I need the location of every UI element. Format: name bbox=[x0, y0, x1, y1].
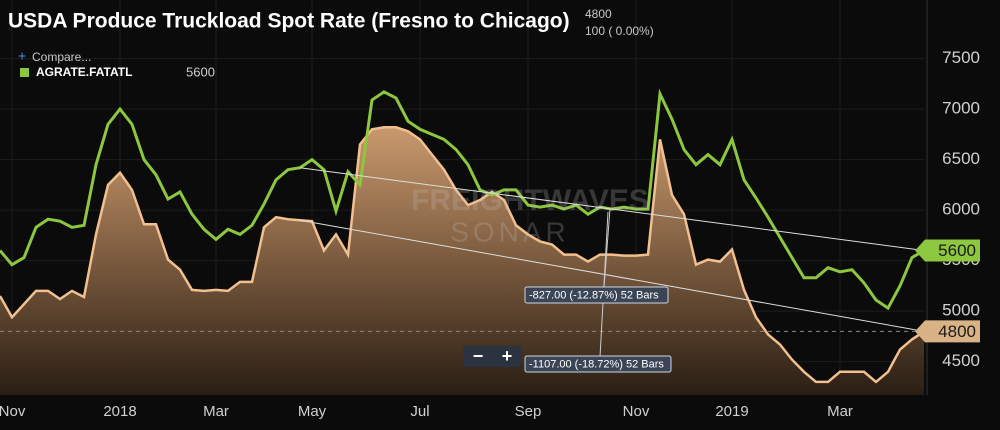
compare-icon[interactable]: + bbox=[18, 48, 26, 64]
annotation-text: -827.00 (-12.87%) 52 Bars bbox=[529, 289, 659, 301]
price-tag-label: 5600 bbox=[938, 241, 976, 260]
x-tick-label: 2019 bbox=[715, 403, 748, 420]
series-line bbox=[0, 88, 925, 311]
watermark-text: FREIGHTWAVES bbox=[411, 184, 649, 217]
price-tag-label: 4800 bbox=[938, 322, 976, 341]
price-tag bbox=[915, 239, 980, 262]
watermark: FREIGHTWAVES SONAR bbox=[411, 184, 649, 247]
legend-value: 5600 bbox=[186, 64, 215, 79]
area-line bbox=[0, 126, 925, 384]
annotation-box bbox=[524, 355, 672, 373]
y-tick-label: 6000 bbox=[942, 200, 980, 219]
x-tick-label: Nov bbox=[0, 403, 26, 420]
chart-title: USDA Produce Truckload Spot Rate (Fresno… bbox=[8, 10, 570, 33]
x-tick-label: 2018 bbox=[103, 403, 136, 420]
x-tick-label: Nov bbox=[623, 403, 650, 420]
y-tick-label: 7000 bbox=[942, 99, 980, 118]
zoom-in[interactable]: + bbox=[502, 346, 513, 366]
zoom-buttons: − + bbox=[463, 346, 521, 367]
annotation-connector bbox=[599, 211, 609, 358]
legend-swatch bbox=[20, 68, 29, 77]
y-tick-label: 5000 bbox=[942, 301, 980, 320]
x-tick-label: Sep bbox=[515, 403, 542, 420]
y-tick-label: 7500 bbox=[942, 48, 980, 67]
header-change: 100 ( 0.00%) bbox=[585, 24, 654, 38]
price-tag bbox=[915, 320, 980, 343]
zoom-bg bbox=[463, 346, 521, 367]
header-value: 4800 bbox=[585, 7, 612, 21]
plot bbox=[0, 88, 925, 396]
compare-link[interactable]: Compare... bbox=[32, 50, 91, 64]
annotation-text: -1107.00 (-18.72%) 52 Bars bbox=[529, 358, 664, 370]
overlay: 4500500055006000650070007500Nov2018MarMa… bbox=[0, 0, 980, 420]
x-tick-label: Mar bbox=[827, 403, 853, 420]
x-tick-label: Jul bbox=[410, 403, 429, 420]
area-fill bbox=[0, 127, 924, 396]
x-tick-label: Mar bbox=[203, 403, 229, 420]
legend-label: AGRATE.FATATL bbox=[36, 65, 132, 79]
trend-line bbox=[299, 167, 925, 252]
y-tick-label: 6500 bbox=[942, 149, 980, 168]
trend-line bbox=[299, 219, 925, 332]
x-tick-label: May bbox=[298, 403, 327, 420]
y-tick-label: 4500 bbox=[942, 351, 980, 370]
annotation-box bbox=[524, 286, 669, 304]
watermark-text: SONAR bbox=[450, 216, 570, 247]
zoom-out[interactable]: − bbox=[473, 346, 484, 366]
